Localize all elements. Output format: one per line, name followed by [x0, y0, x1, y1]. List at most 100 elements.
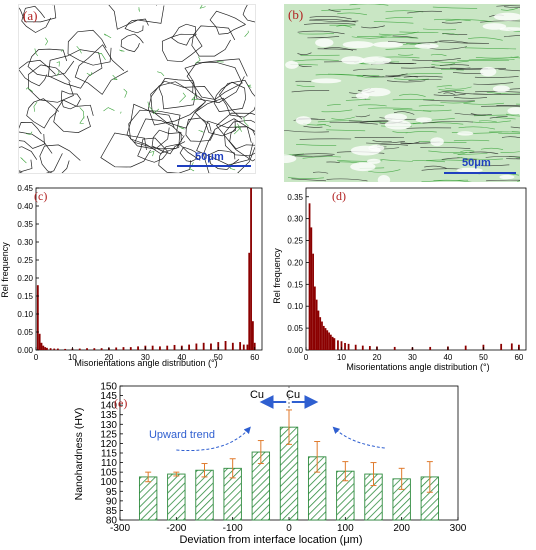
x-tick-label: 10 — [68, 353, 77, 362]
y-tick-label: 0.20 — [287, 258, 303, 267]
grain-boundary — [19, 5, 57, 23]
twin-boundary — [152, 108, 159, 115]
grain-boundary-map-b — [284, 4, 520, 182]
grain-interior — [350, 145, 381, 156]
deformed-boundary — [358, 104, 387, 107]
deformed-boundary — [420, 147, 471, 149]
deformed-boundary — [356, 34, 392, 38]
x-tick-label: 0 — [304, 353, 309, 362]
grain-interior — [499, 174, 515, 180]
deformed-boundary — [373, 21, 414, 24]
grain-boundary — [147, 81, 207, 126]
histogram-bar — [93, 348, 96, 350]
twin-boundary — [119, 49, 125, 52]
grain-boundary — [53, 99, 94, 133]
deformed-boundary — [323, 47, 354, 51]
histogram-bar — [312, 253, 314, 350]
histogram-bar — [166, 345, 169, 350]
deformed-boundary — [442, 33, 459, 36]
deformed-boundary — [321, 109, 353, 113]
histogram-bar — [46, 347, 48, 350]
histogram-bar — [354, 344, 357, 350]
y-tick-label: 110 — [101, 458, 117, 469]
deformed-boundary — [407, 10, 442, 14]
x-tick-label: 10 — [337, 353, 346, 362]
deformed-boundary — [489, 131, 520, 133]
histogram-bar — [322, 325, 325, 350]
grain-boundary — [219, 79, 255, 118]
y-tick-label: 0.40 — [17, 202, 33, 211]
annotation-cu-right: Cu — [286, 389, 300, 401]
deformed-boundary — [351, 36, 387, 39]
twin-boundary — [234, 125, 242, 132]
y-tick-label: 80 — [106, 516, 118, 527]
grain-boundary — [100, 132, 151, 168]
deformed-boundary — [392, 35, 418, 39]
y-tick-label: 150 — [100, 382, 117, 393]
grain-interior — [367, 158, 381, 164]
twin-boundary — [76, 46, 82, 54]
deformed-boundary — [291, 178, 326, 182]
y-tick-label: 0.10 — [287, 302, 303, 311]
x-tick-label: -200 — [166, 523, 186, 534]
y-axis-label-c: Rel frequency — [0, 242, 10, 298]
panel-label-a: (a) — [23, 8, 38, 23]
histogram-bar — [217, 342, 220, 350]
grain-interior — [311, 78, 342, 84]
deformed-boundary — [431, 60, 469, 63]
deformed-boundary — [507, 88, 520, 90]
y-axis-label-d: Rel frequency — [272, 248, 282, 304]
histogram-bar — [319, 317, 322, 350]
histogram-d: 0 10 20 30 40 50 60 0.00 0.05 0.10 0.15 0.20 0.25 0.3… — [272, 187, 527, 372]
grain-boundary — [184, 58, 248, 103]
deformed-boundary — [516, 103, 520, 105]
grain-interior — [430, 137, 444, 147]
deformed-boundary — [478, 120, 498, 123]
deformed-boundary — [474, 76, 519, 78]
twin-boundary — [198, 129, 204, 133]
deformed-boundary — [393, 111, 415, 115]
deformed-boundary — [437, 90, 456, 94]
twin-boundary — [147, 101, 155, 112]
y-tick-label: 0.05 — [17, 328, 33, 337]
deformed-boundary — [444, 86, 472, 90]
deformed-boundary — [393, 109, 432, 112]
deformed-boundary — [443, 92, 456, 96]
plot-frame — [305, 187, 527, 351]
deformed-boundary — [504, 6, 520, 9]
y-tick-label: 85 — [106, 506, 118, 517]
x-axis-label-d: Misorientations angle distribution (°) — [346, 362, 489, 372]
x-tick-label: 30 — [141, 353, 150, 362]
histogram-bar — [464, 345, 467, 350]
deformed-boundary — [392, 131, 408, 133]
histogram-c: 0 10 20 30 40 50 60 0.00 0.05 0.10 0.15 0.20 0.25 0.3… — [0, 184, 263, 368]
deformed-boundary — [464, 47, 517, 50]
grain-boundary — [134, 118, 185, 150]
twin-boundary — [97, 53, 106, 61]
twin-boundary — [178, 126, 185, 130]
deformed-boundary — [294, 155, 333, 157]
y-tick-label: 100 — [100, 477, 117, 488]
twin-boundary — [79, 107, 85, 119]
deformed-boundary — [472, 120, 511, 124]
grain-boundary — [27, 64, 74, 103]
deformed-boundary — [326, 129, 366, 132]
deformed-boundary — [496, 104, 520, 106]
deformed-boundary — [328, 9, 341, 12]
histogram-bar — [100, 348, 103, 350]
twin-boundary — [20, 157, 27, 164]
histogram-bar — [329, 334, 332, 350]
grain-boundary — [137, 137, 169, 163]
deformed-boundary — [440, 100, 476, 104]
deformed-boundary — [457, 157, 503, 160]
deformed-boundary — [439, 64, 470, 66]
grain-boundary — [161, 33, 203, 63]
deformed-boundary — [312, 171, 329, 174]
deformed-boundary — [433, 18, 471, 22]
deformed-boundary — [309, 16, 352, 20]
scale-bar-label-b: 50μm — [462, 157, 491, 169]
deformed-boundary — [489, 116, 508, 119]
deformed-boundary — [399, 93, 426, 97]
deformed-boundary — [367, 107, 413, 110]
twin-boundary — [103, 107, 115, 112]
